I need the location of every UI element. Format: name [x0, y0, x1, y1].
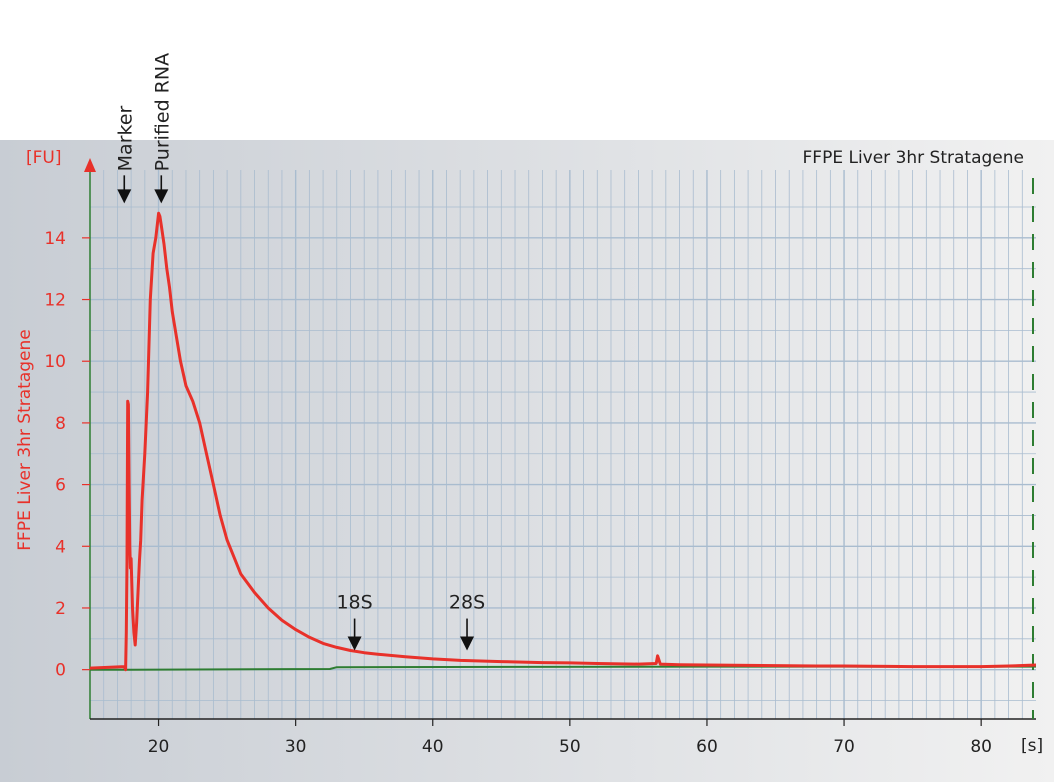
y-tick-label: 2	[55, 599, 66, 619]
grid-lines	[90, 170, 1036, 719]
y-tick-label: 0	[55, 661, 66, 681]
y-tick-label: 10	[44, 352, 66, 372]
x-tick-label: 80	[970, 737, 992, 757]
x-unit-label: [s]	[1021, 736, 1043, 756]
y-axis-arrow	[84, 158, 96, 172]
plot-background	[0, 140, 1054, 782]
y-tick-label: 14	[44, 229, 66, 249]
x-tick-label: 60	[696, 737, 718, 757]
annotation-label-28s: 28S	[449, 592, 485, 614]
annotation-arrowhead-18s	[347, 636, 362, 651]
y-tick-label: 4	[55, 537, 66, 557]
axes	[84, 158, 1036, 720]
annotation-arrowhead-marker	[117, 189, 132, 204]
x-tick-labels: 20 30 40 50 60 70 80	[148, 719, 992, 757]
annotation-arrowhead-28s	[460, 636, 475, 651]
x-tick-label: 40	[422, 737, 444, 757]
annotation-arrowhead-purified-rna	[154, 189, 169, 204]
chart-title: FFPE Liver 3hr Stratagene	[803, 148, 1024, 168]
annotation-label-marker: Marker	[114, 105, 136, 171]
annotations: Marker Purified RNA 18S 28S	[114, 53, 485, 651]
annotation-label-18s: 18S	[336, 592, 372, 614]
x-tick-label: 20	[148, 737, 170, 757]
y-tick-label: 8	[55, 414, 66, 434]
series-group	[90, 211, 1036, 672]
x-tick-label: 50	[559, 737, 581, 757]
x-tick-label: 30	[285, 737, 307, 757]
annotation-label-purified-rna: Purified RNA	[151, 53, 173, 171]
x-tick-label: 70	[833, 737, 855, 757]
series-line-sample	[90, 211, 1036, 672]
y-axis-label: FFPE Liver 3hr Stratagene	[15, 329, 35, 550]
y-tick-labels: 0 2 4 6 8 10 12 14	[44, 229, 90, 681]
y-unit-label: [FU]	[26, 148, 62, 168]
y-tick-label: 12	[44, 291, 66, 311]
y-tick-label: 6	[55, 476, 66, 496]
